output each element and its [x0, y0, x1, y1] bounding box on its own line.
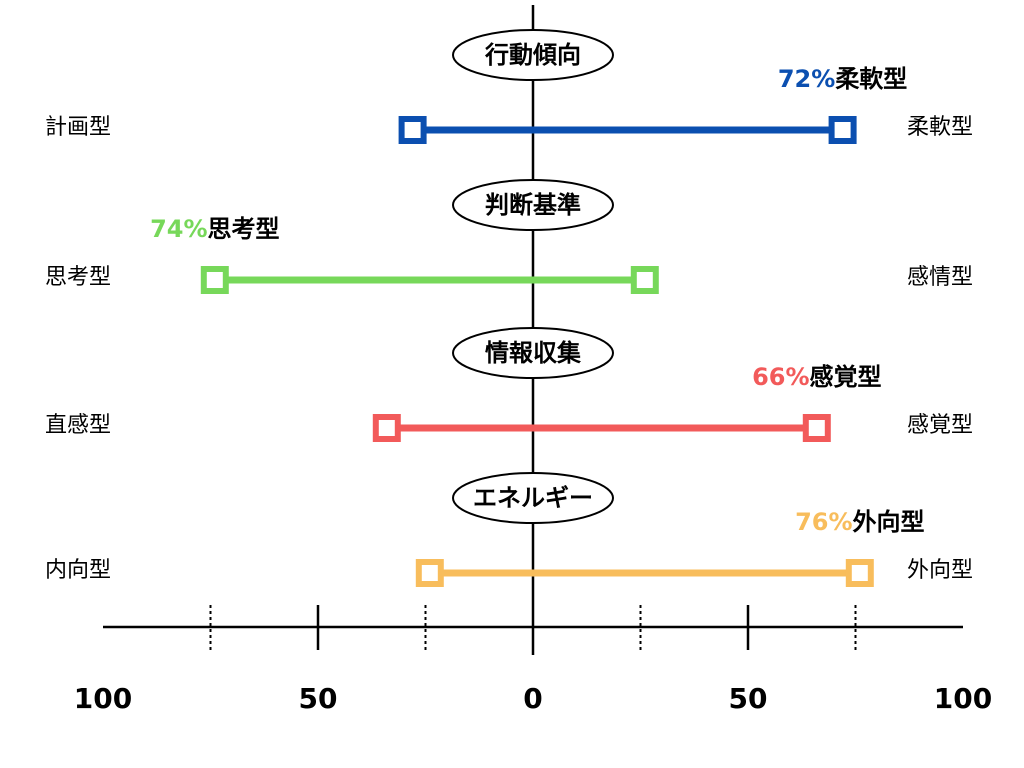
result-label: 66%感覚型 — [752, 363, 881, 391]
title-bubble — [452, 327, 614, 379]
x-tick-label: 50 — [299, 682, 338, 715]
result-label: 72%柔軟型 — [778, 65, 907, 93]
right-marker — [630, 266, 659, 294]
row-title: 情報収集 — [485, 339, 582, 367]
row-title: 行動傾向 — [484, 41, 581, 69]
right-marker — [802, 414, 831, 442]
right-label: 感情型 — [907, 265, 973, 290]
x-tick-label: 0 — [523, 682, 542, 715]
title-bubble — [452, 472, 614, 524]
row-title: 判断基準 — [485, 191, 581, 219]
right-marker — [845, 559, 874, 587]
right-label: 感覚型 — [907, 413, 973, 438]
left-label: 計画型 — [45, 115, 111, 140]
left-label: 思考型 — [45, 265, 111, 290]
result-type: 感覚型 — [810, 363, 882, 391]
result-label: 76%外向型 — [795, 508, 924, 536]
title-bubble — [452, 29, 614, 81]
left-label: 内向型 — [45, 558, 111, 583]
right-marker — [828, 116, 857, 144]
left-marker — [200, 266, 229, 294]
right-label: 柔軟型 — [907, 115, 973, 140]
result-type: 思考型 — [208, 215, 280, 243]
result-label: 74%思考型 — [150, 215, 279, 243]
result-percent: 66% — [752, 363, 809, 391]
left-marker — [415, 559, 444, 587]
result-percent: 74% — [150, 215, 207, 243]
row-title: エネルギー — [473, 484, 593, 512]
x-tick-label: 100 — [934, 682, 992, 715]
left-label: 直感型 — [45, 413, 111, 438]
title-bubble — [452, 179, 614, 231]
result-type: 柔軟型 — [835, 65, 907, 93]
result-percent: 72% — [778, 65, 835, 93]
result-type: 外向型 — [853, 508, 925, 536]
left-marker — [372, 414, 401, 442]
x-tick-label: 50 — [729, 682, 768, 715]
left-marker — [398, 116, 427, 144]
result-percent: 76% — [795, 508, 852, 536]
x-tick-label: 100 — [74, 682, 132, 715]
right-label: 外向型 — [907, 558, 973, 583]
